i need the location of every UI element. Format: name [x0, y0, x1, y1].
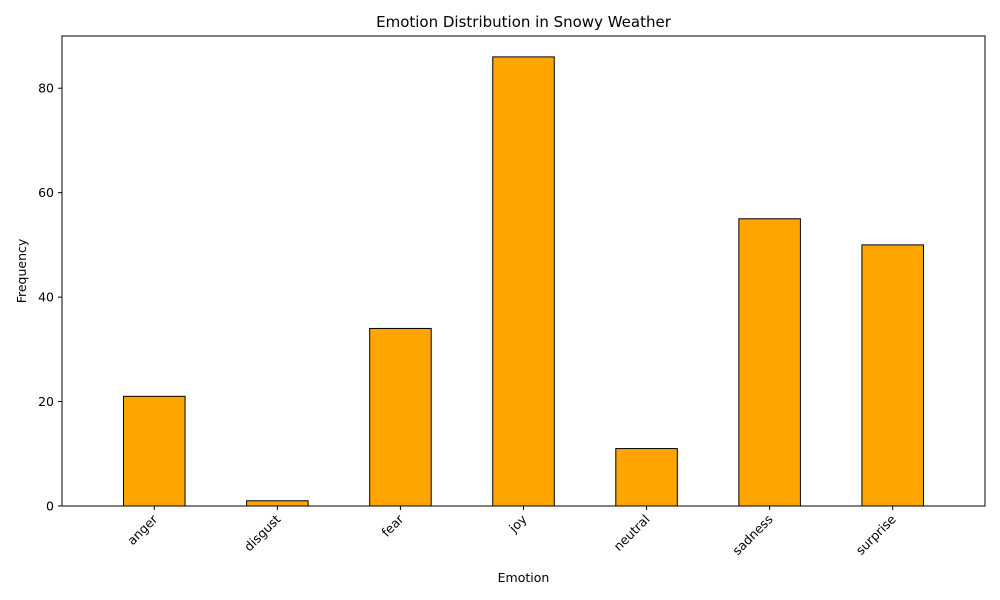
- y-tick-label-40: 40: [38, 290, 54, 305]
- bar-joy: [492, 56, 555, 507]
- chart-title: Emotion Distribution in Snowy Weather: [376, 13, 672, 31]
- x-tick-label-neutral: neutral: [610, 512, 652, 554]
- bar-fear: [369, 327, 432, 507]
- bar-anger: [123, 395, 186, 507]
- bars-layer: [123, 56, 924, 507]
- y-axis-label: Frequency: [14, 238, 29, 303]
- y-tick-label-20: 20: [38, 394, 54, 409]
- bar-sadness: [738, 218, 801, 507]
- x-axis: anger disgust fear joy neutral sadness surpris…: [124, 506, 899, 558]
- x-tick-label-joy: joy: [505, 511, 530, 536]
- y-axis: 0 20 40 60 80: [38, 81, 62, 514]
- x-tick-label-surprise: surprise: [853, 511, 899, 557]
- x-tick-label-disgust: disgust: [241, 511, 284, 554]
- bar-disgust: [246, 500, 309, 507]
- bar-neutral: [615, 448, 678, 507]
- y-tick-label-80: 80: [38, 81, 54, 96]
- x-tick-label-fear: fear: [378, 511, 407, 540]
- y-tick-label-0: 0: [46, 499, 54, 514]
- x-tick-label-anger: anger: [124, 511, 161, 548]
- x-axis-label: Emotion: [498, 570, 550, 585]
- bar-surprise: [861, 244, 924, 507]
- y-tick-label-60: 60: [38, 185, 54, 200]
- x-tick-label-sadness: sadness: [729, 512, 775, 558]
